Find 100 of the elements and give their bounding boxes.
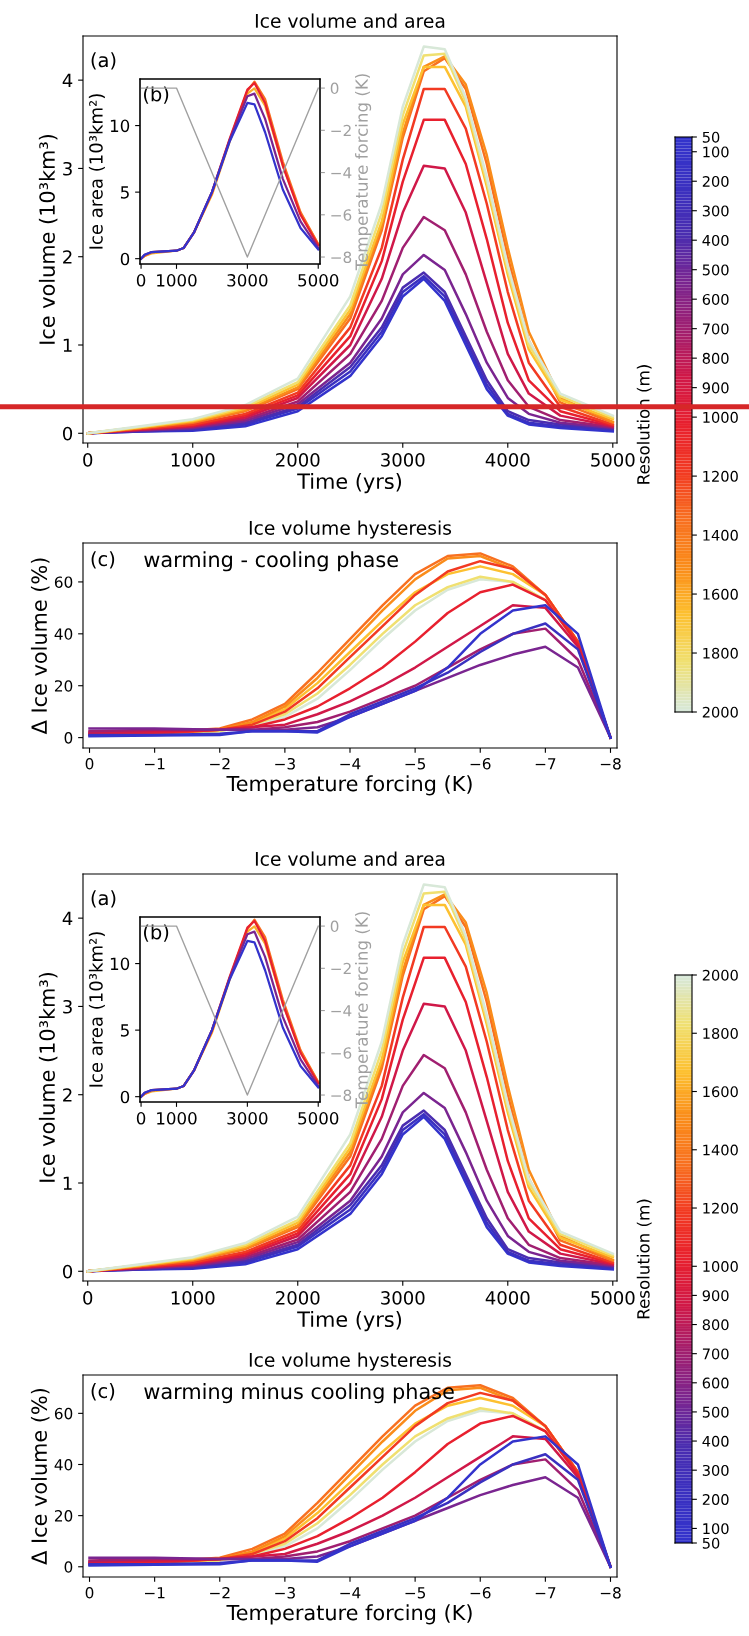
- y-tick-label: 40: [54, 1458, 73, 1471]
- annotation: (c): [91, 1383, 115, 1401]
- x-tick-label: 2000: [276, 453, 320, 467]
- x-axis-title: Time (yrs): [297, 472, 402, 494]
- x-axis-title: Temperature forcing (K): [226, 775, 472, 796]
- color-bar-label: 300: [702, 205, 729, 217]
- x-tick-label: 4000: [485, 453, 530, 467]
- color-bar-label: 1800: [703, 647, 738, 659]
- y-tick-label: 2: [63, 250, 72, 264]
- y-tick-label: 60: [54, 576, 73, 588]
- x-tick-label: 3000: [227, 274, 268, 287]
- color-bar-label: 2000: [702, 969, 738, 981]
- color-bar-label: 1400: [703, 1144, 738, 1156]
- x-tick-label: 1000: [157, 1112, 197, 1125]
- x-tick-label: 2000: [276, 1291, 320, 1305]
- x-tick-label: 5000: [591, 453, 635, 467]
- color-bar-label: 800: [702, 1319, 729, 1331]
- x-tick-label: 0: [85, 757, 94, 770]
- chart-title: Ice volume hysteresis: [249, 520, 452, 539]
- y-tick-label: 2: [63, 1088, 72, 1102]
- x-tick-label: 0: [136, 274, 146, 287]
- color-bar-label: 900: [702, 1290, 729, 1302]
- y-tick-label: 3: [63, 999, 72, 1014]
- y-tick-label: 0: [62, 1264, 73, 1279]
- y2-tick-label: −8: [331, 1089, 352, 1102]
- x-tick-label: −1: [144, 758, 165, 770]
- x-tick-label: 0: [136, 1112, 146, 1125]
- x-tick-label: −7: [535, 1587, 556, 1599]
- color-bar-label: 1800: [703, 1027, 738, 1039]
- color-bar-label: 800: [702, 352, 729, 364]
- y-tick-label: 10: [110, 957, 130, 971]
- x-tick-label: −4: [340, 758, 361, 770]
- y-tick-label: 5: [120, 186, 129, 199]
- x-tick-label: 5000: [298, 274, 339, 287]
- y-tick-label: 0: [120, 1090, 130, 1104]
- x-tick-label: 0: [83, 1291, 93, 1305]
- y-tick-label: 0: [64, 1561, 73, 1573]
- color-bar-label: 100: [703, 1523, 729, 1535]
- y-axis-title: Δ Ice volume (%): [30, 558, 50, 735]
- y2-tick-label: −4: [331, 167, 352, 179]
- x-tick-label: 1000: [171, 1291, 215, 1305]
- x-tick-label: −3: [275, 757, 295, 770]
- color-bar-label: 1200: [703, 1202, 738, 1214]
- x-tick-label: −8: [600, 757, 621, 770]
- color-bar-label: 100: [703, 146, 729, 158]
- y2-axis-title: Temperature forcing (K): [355, 74, 372, 271]
- color-bar-label: 700: [702, 1348, 729, 1360]
- y-axis-title: Ice volume (10³km³): [38, 972, 58, 1182]
- x-tick-label: 3000: [381, 453, 425, 467]
- color-bar-title: Resolution (m): [636, 1199, 652, 1319]
- x-tick-label: 3000: [381, 1291, 425, 1305]
- x-tick-label: −7: [535, 758, 556, 770]
- color-bar-label: 700: [702, 323, 729, 335]
- y-axis-title: Ice volume (10³km³): [38, 134, 58, 344]
- y2-tick-label: −4: [331, 1005, 352, 1017]
- x-tick-label: 3000: [227, 1112, 268, 1125]
- y-tick-label: 5: [120, 1024, 129, 1037]
- color-bar-label: 1000: [703, 1261, 738, 1273]
- y-tick-label: 0: [64, 732, 73, 744]
- y-tick-label: 4: [62, 911, 73, 925]
- x-tick-label: −2: [210, 1586, 230, 1599]
- color-bar-label: 900: [702, 382, 729, 394]
- x-tick-label: −4: [340, 1587, 361, 1599]
- color-bar-label: 400: [702, 1435, 729, 1447]
- y2-tick-label: −2: [331, 124, 351, 137]
- color-bar-label: 50: [702, 131, 720, 143]
- y2-tick-label: 0: [330, 920, 339, 933]
- y-tick-label: 0: [62, 426, 73, 441]
- y-axis-title: Ice area (10³km²): [88, 932, 105, 1087]
- color-bar-label: 1000: [703, 411, 738, 423]
- y-axis-title: Δ Ice volume (%): [30, 1388, 50, 1565]
- color-bar-label: 1600: [703, 588, 738, 600]
- color-bar-label: 400: [702, 234, 729, 246]
- color-bar-label: 600: [702, 1377, 729, 1389]
- annotation: (a): [91, 890, 116, 908]
- x-tick-label: 5000: [591, 1291, 635, 1305]
- color-bar-label: 300: [702, 1464, 729, 1476]
- x-axis-title: Temperature forcing (K): [226, 1604, 472, 1625]
- chart-title: Ice volume hysteresis: [249, 1352, 452, 1371]
- x-tick-label: 1000: [171, 453, 215, 467]
- x-tick-label: 1000: [157, 274, 197, 287]
- chart-title: Ice volume and area: [255, 851, 445, 866]
- color-bar-label: 50: [702, 1537, 720, 1549]
- chart-title: Ice volume and area: [255, 13, 445, 28]
- x-tick-label: 0: [83, 453, 93, 467]
- x-tick-label: 5000: [298, 1112, 339, 1125]
- y-tick-label: 1: [63, 1176, 72, 1190]
- y-tick-label: 60: [54, 1407, 73, 1420]
- color-bar-label: 200: [702, 175, 729, 187]
- color-bar-label: 1400: [703, 529, 738, 541]
- x-tick-label: −1: [144, 1587, 165, 1599]
- y-tick-label: 4: [62, 73, 73, 87]
- x-tick-label: −2: [210, 757, 230, 770]
- y2-tick-label: −8: [331, 251, 352, 264]
- annotation: (a): [91, 52, 116, 70]
- y2-tick-label: −6: [331, 1047, 352, 1059]
- y-axis-title: Ice area (10³km²): [88, 94, 105, 249]
- y2-tick-label: 0: [330, 82, 339, 95]
- y-tick-label: 20: [54, 1510, 73, 1522]
- y2-tick-label: −2: [331, 962, 351, 975]
